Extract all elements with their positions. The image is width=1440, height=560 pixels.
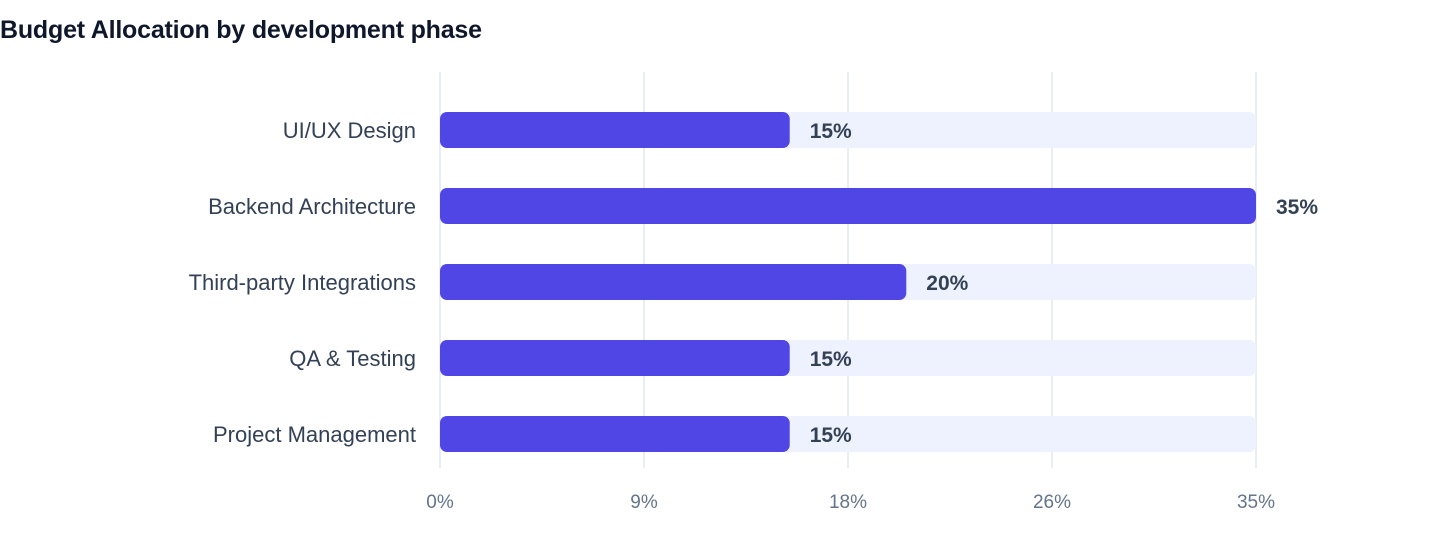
x-tick-label: 35%: [1237, 492, 1275, 513]
category-label: Backend Architecture: [208, 194, 416, 219]
value-label: 15%: [810, 424, 852, 447]
value-label: 15%: [810, 348, 852, 371]
bar-row: Backend Architecture 35%: [208, 188, 1318, 224]
value-label: 15%: [810, 120, 852, 143]
x-tick-label: 0%: [426, 492, 454, 513]
bar: [440, 188, 1256, 224]
bar: [440, 264, 907, 300]
bar-row: UI/UX Design 15%: [283, 112, 1256, 148]
bar: [440, 340, 790, 376]
bar-row: Project Management 15%: [213, 416, 1256, 452]
x-tick-label: 18%: [829, 492, 867, 513]
x-tick-label: 26%: [1033, 492, 1071, 513]
chart-title: Budget Allocation by development phase: [0, 16, 482, 44]
bar-row: Third-party Integrations 20%: [189, 264, 1256, 300]
x-tick-label: 9%: [630, 492, 658, 513]
category-label: QA & Testing: [289, 346, 416, 371]
category-label: Project Management: [213, 422, 416, 447]
value-label: 35%: [1276, 196, 1318, 219]
bars: UI/UX Design 15% Backend Architecture 35% Th…: [189, 112, 1318, 452]
bar: [440, 416, 790, 452]
bar: [440, 112, 790, 148]
x-axis-ticks: 0% 9% 18% 26% 35%: [426, 492, 1275, 513]
category-label: Third-party Integrations: [189, 270, 416, 295]
bar-row: QA & Testing 15%: [289, 340, 1256, 376]
value-label: 20%: [926, 272, 968, 295]
category-label: UI/UX Design: [283, 118, 416, 143]
